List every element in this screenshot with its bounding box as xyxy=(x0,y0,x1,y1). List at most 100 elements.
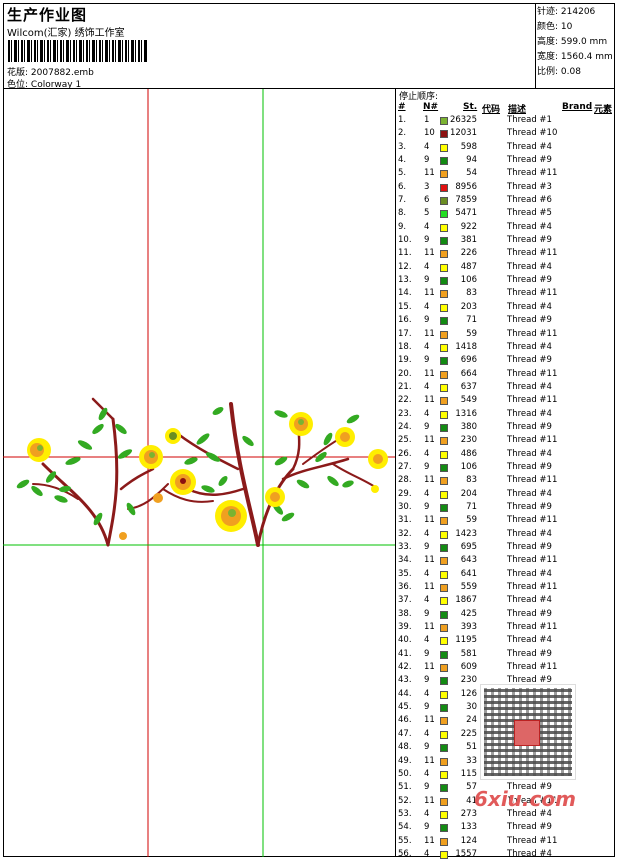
table-row: 7. 6 7859 Thread #6 xyxy=(397,195,615,208)
table-row: 8. 5 5471 Thread #5 xyxy=(397,208,615,221)
row-description: Thread #4 xyxy=(507,301,552,312)
row-needle: 4 xyxy=(424,728,430,739)
stat-scale: 比例: 0.08 xyxy=(537,65,615,80)
flower xyxy=(289,412,313,436)
table-row: 23. 4 1316 Thread #4 xyxy=(397,409,615,422)
row-needle: 9 xyxy=(424,235,430,246)
row-description: Thread #9 xyxy=(507,315,552,326)
row-needle: 11 xyxy=(424,328,435,339)
color-swatch xyxy=(440,810,448,819)
row-needle: 9 xyxy=(424,702,430,713)
row-needle: 9 xyxy=(424,608,430,619)
row-description: Thread #9 xyxy=(507,648,552,659)
table-row: 54. 9 133 Thread #9 xyxy=(397,822,615,835)
row-needle: 11 xyxy=(424,755,435,766)
row-index: 48. xyxy=(398,742,412,753)
row-index: 41. xyxy=(398,648,412,659)
color-swatch xyxy=(440,717,448,726)
row-needle: 9 xyxy=(424,421,430,432)
header: 生产作业图 Wilcom(汇家) 绣饰工作室 花版: 2007882.emb 色… xyxy=(3,3,615,90)
row-needle: 4 xyxy=(424,808,430,819)
stop-sequence-title: 停止顺序: xyxy=(399,92,439,102)
row-needle: 3 xyxy=(424,181,430,192)
row-description: Thread #11 xyxy=(507,248,558,259)
color-swatch xyxy=(440,423,448,432)
barcode xyxy=(8,40,148,62)
table-row: 56. 4 1557 Thread #4 xyxy=(397,849,615,862)
row-stitches: 33 xyxy=(466,755,477,766)
color-swatch xyxy=(440,170,448,179)
row-stitches: 380 xyxy=(460,421,477,432)
row-description: Thread #6 xyxy=(507,195,552,206)
row-index: 24. xyxy=(398,421,412,432)
row-stitches: 695 xyxy=(460,542,477,552)
row-needle: 4 xyxy=(424,848,430,859)
row-stitches: 203 xyxy=(460,301,477,312)
color-swatch xyxy=(440,263,448,272)
row-stitches: 124 xyxy=(460,835,477,846)
color-swatch xyxy=(440,357,448,366)
color-swatch xyxy=(440,197,448,206)
row-index: 1. xyxy=(398,115,407,125)
stop-sequence-panel: 停止顺序: # N# St. 代码 描述 Brand 元素 1. 1 26325 Th… xyxy=(397,89,615,859)
row-index: 27. xyxy=(398,461,412,472)
color-swatch xyxy=(440,450,448,459)
row-description: Thread #11 xyxy=(507,395,558,406)
table-row: 1. 1 26325 Thread #1 xyxy=(397,115,615,128)
row-stitches: 5471 xyxy=(455,208,477,219)
leaves xyxy=(16,407,360,526)
row-description: Thread #11 xyxy=(507,328,558,339)
color-swatch xyxy=(440,477,448,486)
row-needle: 11 xyxy=(424,368,435,379)
color-swatch xyxy=(440,503,448,512)
color-swatch xyxy=(440,383,448,392)
stat-label: 针迹: xyxy=(537,7,559,17)
flower xyxy=(27,438,51,462)
row-stitches: 71 xyxy=(466,501,477,512)
row-index: 5. xyxy=(398,168,407,179)
row-needle: 4 xyxy=(424,595,430,606)
stat-width: 宽度: 1560.4 mm xyxy=(537,50,615,65)
table-row: 43. 9 230 Thread #9 xyxy=(397,675,615,688)
row-stitches: 598 xyxy=(460,141,477,152)
row-description: Thread #11 xyxy=(507,515,558,526)
color-swatch xyxy=(440,370,448,379)
color-swatch xyxy=(440,570,448,579)
color-swatch xyxy=(440,223,448,232)
row-stitches: 486 xyxy=(460,448,477,459)
row-needle: 4 xyxy=(424,635,430,646)
row-stitches: 393 xyxy=(460,622,477,633)
row-description: Thread #11 xyxy=(507,288,558,299)
row-description: Thread #4 xyxy=(507,568,552,579)
table-row: 22. 11 549 Thread #11 xyxy=(397,395,615,408)
row-description: Thread #4 xyxy=(507,448,552,459)
row-needle: 9 xyxy=(424,822,430,833)
row-index: 10. xyxy=(398,235,412,246)
color-swatch xyxy=(440,330,448,339)
row-description: Thread #11 xyxy=(507,622,558,633)
row-needle: 11 xyxy=(424,715,435,726)
row-stitches: 41 xyxy=(466,795,477,806)
row-description: Thread #4 xyxy=(507,221,552,232)
row-needle: 11 xyxy=(424,795,435,806)
header-info: 生产作业图 Wilcom(汇家) 绣饰工作室 花版: 2007882.emb 色… xyxy=(3,3,536,90)
row-index: 19. xyxy=(398,355,412,366)
row-index: 14. xyxy=(398,288,412,299)
row-stitches: 83 xyxy=(466,475,477,486)
row-index: 43. xyxy=(398,675,412,686)
row-stitches: 106 xyxy=(460,461,477,472)
row-stitches: 57 xyxy=(466,782,477,793)
col-header-needle: N# xyxy=(423,102,439,112)
flower-bud xyxy=(119,485,379,540)
row-description: Thread #4 xyxy=(507,408,552,419)
color-swatch xyxy=(440,303,448,312)
row-needle: 9 xyxy=(424,782,430,793)
table-row: 20. 11 664 Thread #11 xyxy=(397,369,615,382)
row-needle: 9 xyxy=(424,315,430,326)
color-swatch xyxy=(440,677,448,686)
row-description: Thread #9 xyxy=(507,235,552,246)
row-stitches: 115 xyxy=(460,768,477,779)
row-needle: 9 xyxy=(424,742,430,753)
table-row: 41. 9 581 Thread #9 xyxy=(397,649,615,662)
row-needle: 4 xyxy=(424,221,430,232)
